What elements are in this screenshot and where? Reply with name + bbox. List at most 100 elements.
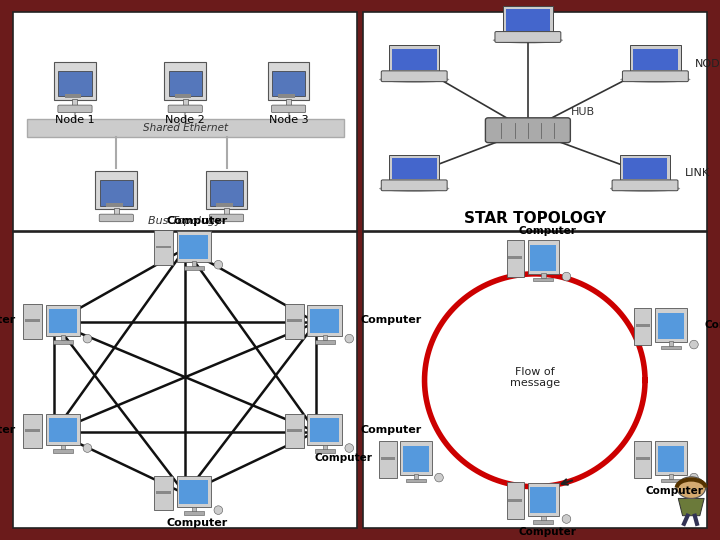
Bar [310, 418, 339, 442]
Bar [541, 273, 546, 278]
FancyBboxPatch shape [210, 214, 243, 222]
Bar [531, 245, 557, 271]
Bar [224, 208, 229, 216]
Text: Computer: Computer [314, 453, 372, 463]
Bar [389, 45, 439, 72]
Ellipse shape [562, 272, 571, 281]
Text: Computer: Computer [705, 320, 720, 330]
Text: Node 1: Node 1 [55, 115, 95, 125]
Bar [634, 308, 652, 345]
Bar [392, 49, 436, 70]
Text: Shared Ethernet: Shared Ethernet [143, 123, 228, 133]
Bar [27, 119, 343, 137]
Ellipse shape [379, 76, 449, 83]
Bar [13, 232, 357, 528]
Bar [655, 308, 687, 342]
Bar [655, 441, 687, 475]
Bar [175, 94, 192, 98]
Text: Computer: Computer [0, 424, 16, 435]
FancyBboxPatch shape [495, 31, 561, 42]
Bar [73, 99, 78, 107]
Text: Computer: Computer [518, 226, 576, 236]
Text: Bus Topology: Bus Topology [148, 216, 222, 226]
Bar [661, 346, 681, 349]
Bar [315, 340, 335, 343]
Bar [278, 94, 295, 98]
Bar [54, 62, 96, 100]
Ellipse shape [83, 444, 91, 453]
Bar [192, 261, 196, 266]
Bar [25, 320, 40, 322]
Bar [636, 457, 649, 460]
Bar [630, 45, 680, 72]
Bar [184, 266, 204, 269]
Text: Computer: Computer [360, 424, 421, 435]
Ellipse shape [214, 506, 222, 515]
Bar [323, 335, 327, 340]
Ellipse shape [620, 76, 690, 83]
Ellipse shape [690, 340, 698, 349]
Bar [268, 62, 310, 100]
Text: NODE: NODE [695, 59, 720, 69]
Bar [406, 478, 426, 482]
Bar [164, 62, 206, 100]
Bar [154, 230, 173, 265]
Bar [634, 441, 652, 477]
Bar [507, 240, 524, 276]
Bar [156, 246, 171, 248]
Bar [206, 171, 248, 209]
Bar [48, 418, 77, 442]
Bar [179, 235, 208, 259]
Bar [48, 309, 77, 333]
Bar [156, 491, 171, 494]
Bar [168, 71, 202, 97]
FancyBboxPatch shape [622, 71, 688, 82]
Ellipse shape [345, 444, 354, 453]
Bar [176, 476, 211, 508]
Ellipse shape [345, 334, 354, 343]
FancyBboxPatch shape [485, 118, 570, 143]
FancyBboxPatch shape [168, 105, 202, 113]
Bar [25, 429, 40, 431]
Circle shape [677, 477, 706, 498]
Bar [503, 6, 553, 33]
Bar [23, 304, 42, 339]
Bar [658, 446, 684, 471]
Text: Computer: Computer [0, 315, 16, 325]
Text: Computer: Computer [646, 485, 703, 496]
Bar [179, 481, 208, 504]
Bar [414, 474, 418, 479]
Ellipse shape [83, 334, 91, 343]
Bar [623, 158, 667, 179]
Bar [53, 340, 73, 343]
Text: Computer: Computer [518, 527, 576, 537]
Bar [154, 476, 173, 510]
Bar [400, 441, 432, 475]
Bar [362, 232, 707, 528]
Text: Flow of
message: Flow of message [510, 367, 560, 388]
Ellipse shape [690, 473, 698, 482]
Bar [272, 71, 305, 97]
Bar [669, 341, 673, 346]
Bar [287, 320, 302, 322]
Bar [633, 49, 678, 70]
Ellipse shape [562, 515, 571, 523]
Bar [362, 12, 707, 231]
FancyBboxPatch shape [271, 105, 306, 113]
Bar [60, 445, 65, 450]
Text: Node 3: Node 3 [269, 115, 308, 125]
Text: LINK: LINK [685, 168, 710, 178]
Bar [114, 208, 119, 216]
Text: HUB: HUB [571, 107, 595, 117]
Bar [45, 305, 80, 336]
Bar [661, 478, 681, 482]
Bar [96, 171, 138, 209]
Bar [13, 12, 357, 231]
Bar [285, 304, 304, 339]
Ellipse shape [435, 473, 444, 482]
Bar [58, 71, 91, 97]
Bar [60, 335, 65, 340]
Bar [507, 482, 524, 519]
Bar [389, 154, 439, 181]
Bar [210, 180, 243, 206]
